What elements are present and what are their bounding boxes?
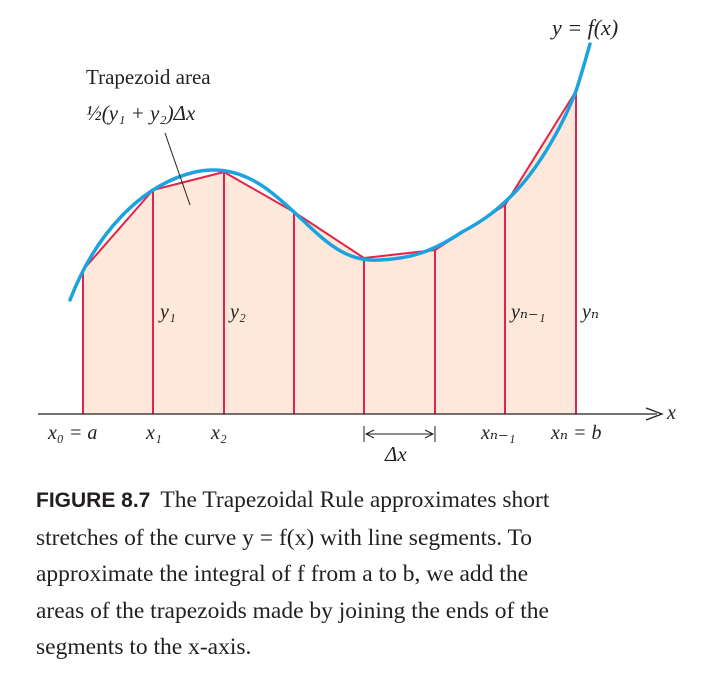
curve-f: [68, 42, 592, 302]
delta-x-label: Δx: [384, 442, 407, 466]
trapezoid-area-title: Trapezoid area: [86, 65, 211, 89]
delta-x-dimension: [363, 426, 436, 442]
caption-line-3: approximate the integral of f from a to …: [36, 561, 529, 587]
figure-caption: FIGURE 8.7 The Trapezoidal Rule approxima…: [36, 482, 676, 666]
trapezoid-area-formula: ½(y₁ + y₂)Δx: [86, 101, 196, 125]
y2-label: y₂: [228, 301, 246, 323]
x0-label: x₀ = a: [47, 422, 97, 444]
x1-label: x₁: [145, 422, 162, 444]
x-axis-arrowhead: [645, 407, 664, 421]
trapezoid-fill: [83, 91, 576, 414]
caption-line-5: segments to the x-axis.: [36, 634, 252, 660]
caption-line-4: areas of the trapezoids made by joining …: [36, 597, 549, 624]
yn-minus-1-label: yₙ₋₁: [509, 301, 546, 323]
yn-label: yₙ: [580, 301, 599, 323]
caption-line-1: FIGURE 8.7 The Trapezoidal Rule approxima…: [36, 482, 676, 520]
x-axis-label: x: [666, 402, 676, 424]
caption-line-2: stretches of the curve y = f(x) with lin…: [36, 524, 533, 551]
xn-label: xₙ = b: [550, 422, 601, 444]
x2-label: x₂: [210, 422, 227, 444]
y1-label: y₁: [158, 301, 176, 323]
caption-line-1-text: The Trapezoidal Rule approximates short: [160, 487, 550, 513]
ordinate-lines: [82, 91, 577, 414]
pointer-line: [164, 132, 191, 206]
curve-label: y = f(x): [550, 15, 618, 40]
trapezoidal-rule-diagram: x y = f(x) Trapezoid area ½(y₁ + y₂)Δx y…: [38, 15, 676, 466]
figure-label: FIGURE 8.7: [36, 489, 151, 512]
xn-minus-1-label: xₙ₋₁: [480, 422, 516, 444]
